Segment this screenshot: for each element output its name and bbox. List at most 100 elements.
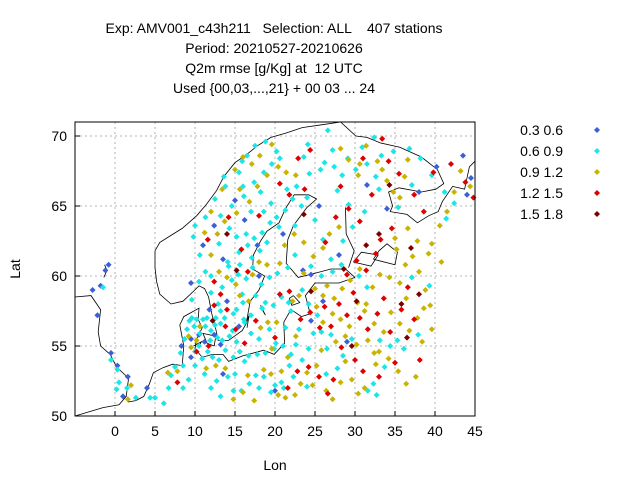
- data-point-0-6-0-9: [185, 376, 192, 383]
- data-point-0-6-0-9: [329, 268, 336, 275]
- data-point-0-6-0-9: [338, 261, 345, 268]
- data-point-1-2-1-5: [211, 278, 218, 285]
- data-point-0-6-0-9: [246, 380, 253, 387]
- data-point-0-9-1-2: [390, 189, 397, 195]
- data-point-0-3-0-6: [468, 175, 474, 181]
- legend-label: 1.5 1.8: [520, 206, 563, 222]
- data-point-0-6-0-9: [251, 235, 258, 242]
- data-point-0-6-0-9: [216, 357, 222, 363]
- data-point-1-2-1-5: [332, 214, 339, 221]
- data-point-0-9-1-2: [467, 183, 474, 190]
- data-point-0-3-0-6: [114, 362, 121, 369]
- x-tick-label: 20: [267, 423, 283, 439]
- data-point-0-9-1-2: [236, 186, 243, 193]
- data-point-0-6-0-9: [216, 240, 222, 247]
- data-point-0-6-0-9: [132, 394, 139, 401]
- data-point-0-9-1-2: [376, 348, 382, 355]
- data-point-0-9-1-2: [331, 295, 338, 302]
- data-point-0-9-1-2: [361, 308, 368, 314]
- data-point-1-2-1-5: [276, 291, 283, 298]
- data-point-0-9-1-2: [233, 210, 240, 216]
- data-point-0-3-0-6: [236, 323, 242, 330]
- data-point-0-9-1-2: [404, 156, 411, 163]
- coastline-segment: [288, 295, 301, 306]
- data-point-1-2-1-5: [336, 301, 342, 307]
- data-point-1-2-1-5: [330, 376, 337, 383]
- data-point-0-6-0-9: [124, 385, 130, 391]
- data-point-0-6-0-9: [272, 340, 279, 347]
- data-point-0-9-1-2: [240, 154, 246, 160]
- data-point-0-3-0-6: [308, 271, 314, 278]
- data-point-0-6-0-9: [324, 345, 330, 352]
- data-point-1-2-1-5: [241, 340, 248, 347]
- data-point-1-2-1-5: [328, 323, 334, 330]
- data-point-0-6-0-9: [288, 351, 294, 358]
- data-point-0-9-1-2: [428, 240, 435, 247]
- data-point-0-6-0-9: [240, 299, 246, 306]
- data-points: [89, 127, 477, 407]
- data-point-0-9-1-2: [409, 253, 416, 260]
- legend-label: 0.3 0.6: [520, 122, 563, 138]
- data-point-0-6-0-9: [208, 289, 214, 296]
- data-point-0-9-1-2: [275, 163, 282, 170]
- data-point-1-2-1-5: [356, 218, 363, 225]
- data-point-0-9-1-2: [393, 246, 400, 253]
- data-point-0-6-0-9: [340, 238, 346, 244]
- y-axis-label: Lat: [7, 259, 23, 279]
- data-point-0-9-1-2: [257, 324, 264, 331]
- data-point-0-6-0-9: [312, 217, 318, 223]
- data-point-0-9-1-2: [332, 338, 339, 345]
- data-point-0-6-0-9: [364, 161, 370, 167]
- data-point-1-2-1-5: [193, 348, 200, 355]
- data-point-1-2-1-5: [301, 186, 308, 193]
- data-point-0-6-0-9: [244, 242, 251, 249]
- y-tick-label: 65: [51, 198, 67, 214]
- data-point-0-3-0-6: [308, 317, 314, 324]
- data-point-0-6-0-9: [209, 354, 216, 361]
- data-point-0-6-0-9: [248, 208, 254, 215]
- data-point-0-6-0-9: [308, 263, 314, 270]
- data-point-0-6-0-9: [268, 161, 275, 167]
- data-point-1-2-1-5: [321, 303, 328, 310]
- data-point-1-2-1-5: [286, 288, 293, 295]
- data-point-0-9-1-2: [385, 355, 392, 362]
- data-point-0-6-0-9: [224, 373, 231, 380]
- data-point-0-6-0-9: [160, 400, 167, 407]
- data-point-0-3-0-6: [200, 242, 206, 249]
- data-point-1-2-1-5: [284, 385, 291, 391]
- data-point-0-6-0-9: [217, 320, 224, 327]
- data-point-1-2-1-5: [316, 373, 322, 380]
- data-point-1-2-1-5: [222, 323, 229, 330]
- data-point-1-5-1-8: [353, 298, 360, 305]
- data-point-1-2-1-5: [337, 183, 344, 190]
- data-point-1-2-1-5: [364, 326, 371, 333]
- data-point-0-6-0-9: [310, 330, 317, 337]
- data-point-0-6-0-9: [201, 371, 208, 377]
- data-point-0-3-0-6: [460, 152, 466, 159]
- x-tick-label: 15: [227, 423, 243, 439]
- data-point-1-5-1-8: [300, 211, 307, 218]
- data-point-0-9-1-2: [201, 229, 208, 236]
- data-point-0-6-0-9: [260, 208, 267, 215]
- data-point-0-9-1-2: [320, 245, 326, 251]
- data-point-0-6-0-9: [373, 392, 380, 398]
- data-point-0-9-1-2: [402, 261, 409, 268]
- coastline-segment: [353, 251, 379, 267]
- data-point-0-6-0-9: [248, 312, 254, 319]
- data-point-0-9-1-2: [414, 238, 421, 244]
- data-point-1-5-1-8: [408, 245, 414, 251]
- data-point-0-9-1-2: [318, 347, 325, 354]
- data-point-0-6-0-9: [233, 233, 240, 240]
- data-point-0-9-1-2: [300, 270, 307, 277]
- data-point-0-6-0-9: [259, 305, 266, 312]
- data-point-0-6-0-9: [417, 155, 424, 162]
- data-point-0-6-0-9: [273, 148, 280, 155]
- data-point-0-6-0-9: [331, 163, 338, 170]
- data-point-1-2-1-5: [416, 357, 423, 363]
- data-point-0-6-0-9: [304, 383, 310, 390]
- data-point-0-9-1-2: [313, 303, 320, 310]
- data-point-0-6-0-9: [292, 222, 298, 229]
- data-point-1-2-1-5: [305, 364, 312, 370]
- data-point-0-6-0-9: [217, 308, 224, 314]
- data-point-0-9-1-2: [268, 141, 275, 148]
